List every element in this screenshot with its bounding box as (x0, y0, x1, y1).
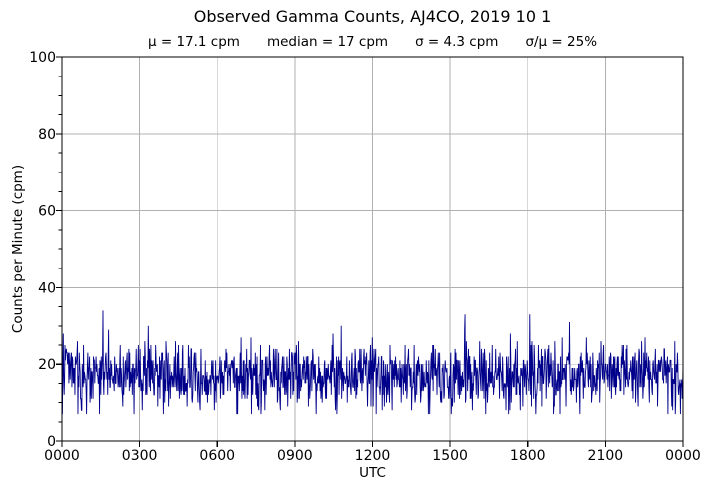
x-tick-label: 2100 (588, 448, 624, 464)
y-tick-label: 100 (29, 50, 56, 66)
stat-median: median = 17 cpm (266, 34, 389, 50)
chart-title: Observed Gamma Counts, AJ4CO, 2019 10 1 (193, 7, 552, 26)
x-tick-label: 0600 (199, 448, 235, 464)
data-line (61, 310, 684, 415)
x-tick-label: 1200 (355, 448, 391, 464)
x-axis-label: UTC (359, 465, 386, 481)
chart-subtitle-stats: μ = 17.1 cpm median = 17 cpm σ = 4.3 cpm… (62, 34, 683, 50)
y-tick-label: 20 (38, 357, 56, 373)
y-tick-label: 0 (47, 434, 56, 450)
y-tick-label: 40 (38, 280, 56, 296)
x-tick-label: 1800 (510, 448, 546, 464)
x-tick-label: 0000 (44, 448, 80, 464)
x-tick-label: 0000 (665, 448, 701, 464)
stat-mean: μ = 17.1 cpm (147, 34, 240, 50)
x-tick-label: 1500 (432, 448, 468, 464)
x-tick-label: 0300 (122, 448, 158, 464)
x-tick-label: 0900 (277, 448, 313, 464)
y-tick-label: 80 (38, 127, 56, 143)
stat-sigma-over-mu: σ/μ = 25% (525, 34, 598, 50)
stat-sigma: σ = 4.3 cpm (415, 34, 499, 50)
y-tick-label: 60 (38, 204, 56, 220)
